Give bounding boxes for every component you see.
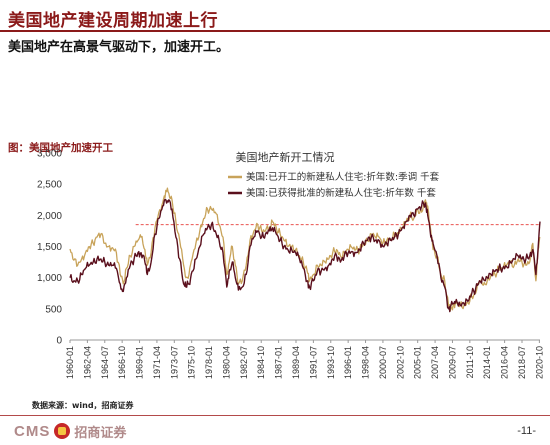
y-axis: 0 500 1,000 1,500 2,000 2,500 3,000: [37, 149, 62, 347]
y-tick-label: 1,000: [37, 273, 62, 284]
x-tick-label: 2014-01: [482, 346, 492, 379]
footer-divider: [0, 415, 550, 416]
logo-company-name: 招商证券: [74, 425, 127, 441]
x-tick-label: 1962-04: [82, 346, 92, 379]
series-line-starts: [69, 187, 541, 312]
logo-text: CMS: [14, 422, 51, 440]
y-tick-label: 2,000: [37, 211, 62, 222]
company-logo: CMS 招商证券: [14, 422, 127, 441]
x-axis: 1960-01 1962-04 1964-07 1966-10 1969-01 1971-…: [65, 339, 544, 379]
x-tick-label: 1991-07: [308, 346, 318, 379]
y-tick-label: 0: [56, 336, 62, 347]
x-tick-label: 1980-04: [221, 346, 231, 379]
title-divider: [0, 30, 550, 32]
x-tick-label: 1993-10: [326, 346, 336, 379]
series-line-permits: [69, 198, 541, 313]
x-tick-label: 1964-07: [100, 346, 110, 379]
logo-badge-icon: [54, 423, 71, 439]
x-tick-label: 1984-10: [256, 346, 266, 379]
x-tick-label: 1989-04: [291, 346, 301, 379]
x-tick-label: 2009-07: [447, 346, 457, 379]
chart-legend: 美国:已开工的新建私人住宅:折年数:季调 千套 美国:已获得批准的新建私人住宅:…: [228, 171, 440, 199]
x-tick-label: 1960-01: [65, 346, 75, 379]
x-tick-label: 1982-07: [239, 346, 249, 379]
x-tick-label: 1966-10: [117, 346, 127, 379]
slide-subtitle: 美国地产在高景气驱动下，加速开工。: [8, 40, 230, 55]
x-tick-label: 1987-01: [274, 346, 284, 379]
housing-starts-chart: 美国地产新开工情况 美国:已开工的新建私人住宅:折年数:季调 千套 美国:已获得…: [37, 149, 544, 380]
x-tick-label: 2016-04: [500, 346, 510, 379]
y-tick-label: 3,000: [37, 149, 62, 160]
x-tick-label: 2020-10: [534, 346, 544, 379]
x-tick-label: 1996-01: [343, 346, 353, 379]
x-tick-label: 2007-04: [430, 346, 440, 379]
x-tick-label: 2005-01: [413, 346, 423, 379]
legend-label-permits: 美国:已获得批准的新建私人住宅:折年数 千套: [246, 187, 436, 199]
x-tick-label: 1998-04: [361, 346, 371, 379]
x-tick-label: 2011-10: [465, 346, 475, 378]
y-tick-label: 500: [45, 304, 62, 315]
y-tick-label: 2,500: [37, 180, 62, 191]
chart-title: 美国地产新开工情况: [236, 150, 335, 164]
series-group: [69, 187, 541, 313]
x-tick-label: 1978-01: [204, 346, 214, 379]
x-tick-label: 2000-07: [378, 346, 388, 379]
data-source-note: 数据来源：wind，招商证券: [32, 401, 134, 410]
y-tick-label: 1,500: [37, 242, 62, 253]
x-tick-label: 2018-07: [517, 346, 527, 379]
page-number: -11-: [517, 425, 536, 437]
legend-label-starts: 美国:已开工的新建私人住宅:折年数:季调 千套: [246, 171, 440, 183]
x-tick-label: 1973-07: [169, 346, 179, 379]
x-tick-label: 1975-10: [187, 346, 197, 379]
slide-title: 美国地产建设周期加速上行: [8, 11, 218, 31]
x-tick-label: 2002-10: [395, 346, 405, 379]
figure-caption: 图：美国地产加速开工: [8, 142, 113, 154]
x-tick-label: 1969-01: [135, 346, 145, 379]
x-tick-label: 1971-04: [152, 346, 162, 379]
